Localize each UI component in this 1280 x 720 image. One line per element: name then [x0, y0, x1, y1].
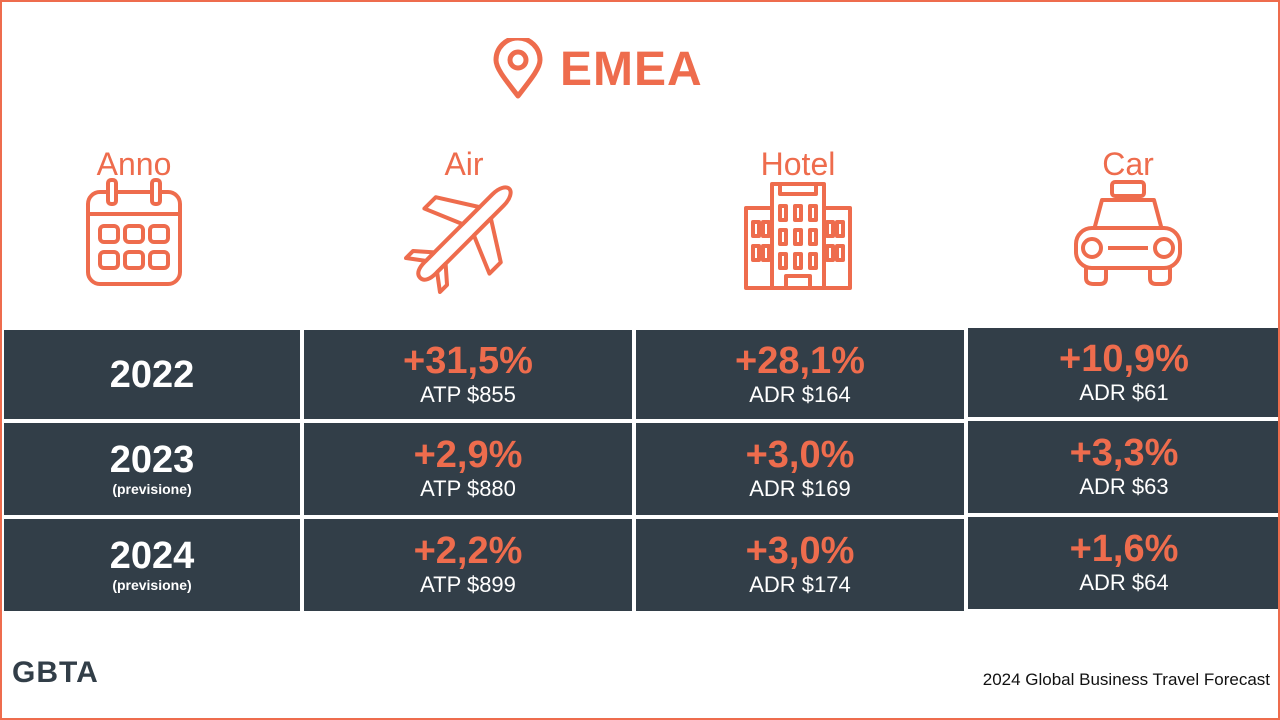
- car-change: +10,9%: [1059, 337, 1189, 380]
- column-header-car: Car: [1038, 146, 1218, 296]
- hotel-cell-2023: +3,0% ADR $169: [636, 423, 964, 515]
- page-title: EMEA: [560, 42, 703, 96]
- forecast-note: (previsione): [112, 577, 192, 593]
- footer-caption: 2024 Global Business Travel Forecast: [982, 670, 1270, 689]
- year-label: 2023: [109, 439, 195, 481]
- year-cell-2022: 2022: [4, 330, 300, 419]
- taxi-car-icon: [1074, 180, 1182, 286]
- air-change: +31,5%: [403, 339, 533, 382]
- car-cell-2022: +10,9% ADR $61: [968, 328, 1278, 417]
- location-pin-icon: [493, 38, 543, 99]
- hotel-change: +3,0%: [745, 530, 855, 572]
- hotel-change: +28,1%: [735, 339, 865, 382]
- car-metric: ADR $63: [1079, 474, 1169, 499]
- column-label: Air: [444, 146, 484, 182]
- column-header-hotel: Hotel: [708, 146, 888, 296]
- year-cell-2024: 2024 (previsione): [4, 519, 300, 611]
- car-change: +1,6%: [1069, 528, 1179, 570]
- calendar-icon: [86, 178, 182, 286]
- title-block: EMEA: [490, 38, 703, 100]
- car-metric: ADR $64: [1079, 570, 1169, 595]
- year-cell-2023: 2023 (previsione): [4, 423, 300, 515]
- year-label: 2024: [109, 535, 195, 577]
- hotel-metric: ADR $169: [749, 476, 851, 501]
- column-label: Car: [1102, 146, 1154, 182]
- hotel-metric: ADR $164: [749, 381, 851, 407]
- hotel-change: +3,0%: [745, 434, 855, 476]
- column-label: Anno: [96, 146, 172, 182]
- air-metric: ATP $899: [420, 572, 516, 597]
- column-label: Hotel: [760, 146, 836, 182]
- car-cell-2024: +1,6% ADR $64: [968, 517, 1278, 609]
- column-header-year: Anno: [44, 146, 224, 296]
- air-cell-2023: +2,9% ATP $880: [304, 423, 632, 515]
- air-change: +2,9%: [413, 434, 523, 476]
- hotel-cell-2024: +3,0% ADR $174: [636, 519, 964, 611]
- air-cell-2022: +31,5% ATP $855: [304, 330, 632, 419]
- air-change: +2,2%: [413, 530, 523, 572]
- car-change: +3,3%: [1069, 432, 1179, 474]
- hotel-cell-2022: +28,1% ADR $164: [636, 330, 964, 419]
- forecast-note: (previsione): [112, 481, 192, 497]
- airplane-icon: [404, 185, 513, 294]
- air-metric: ATP $855: [420, 381, 516, 407]
- air-cell-2024: +2,2% ATP $899: [304, 519, 632, 611]
- hotel-metric: ADR $174: [749, 572, 851, 597]
- car-cell-2023: +3,3% ADR $63: [968, 421, 1278, 513]
- column-header-air: Air: [374, 146, 554, 296]
- air-metric: ATP $880: [420, 476, 516, 501]
- gbta-logo: GBTA: [12, 656, 99, 689]
- car-metric: ADR $61: [1079, 379, 1169, 405]
- hotel-building-icon: [744, 182, 852, 290]
- year-label: 2022: [109, 353, 195, 396]
